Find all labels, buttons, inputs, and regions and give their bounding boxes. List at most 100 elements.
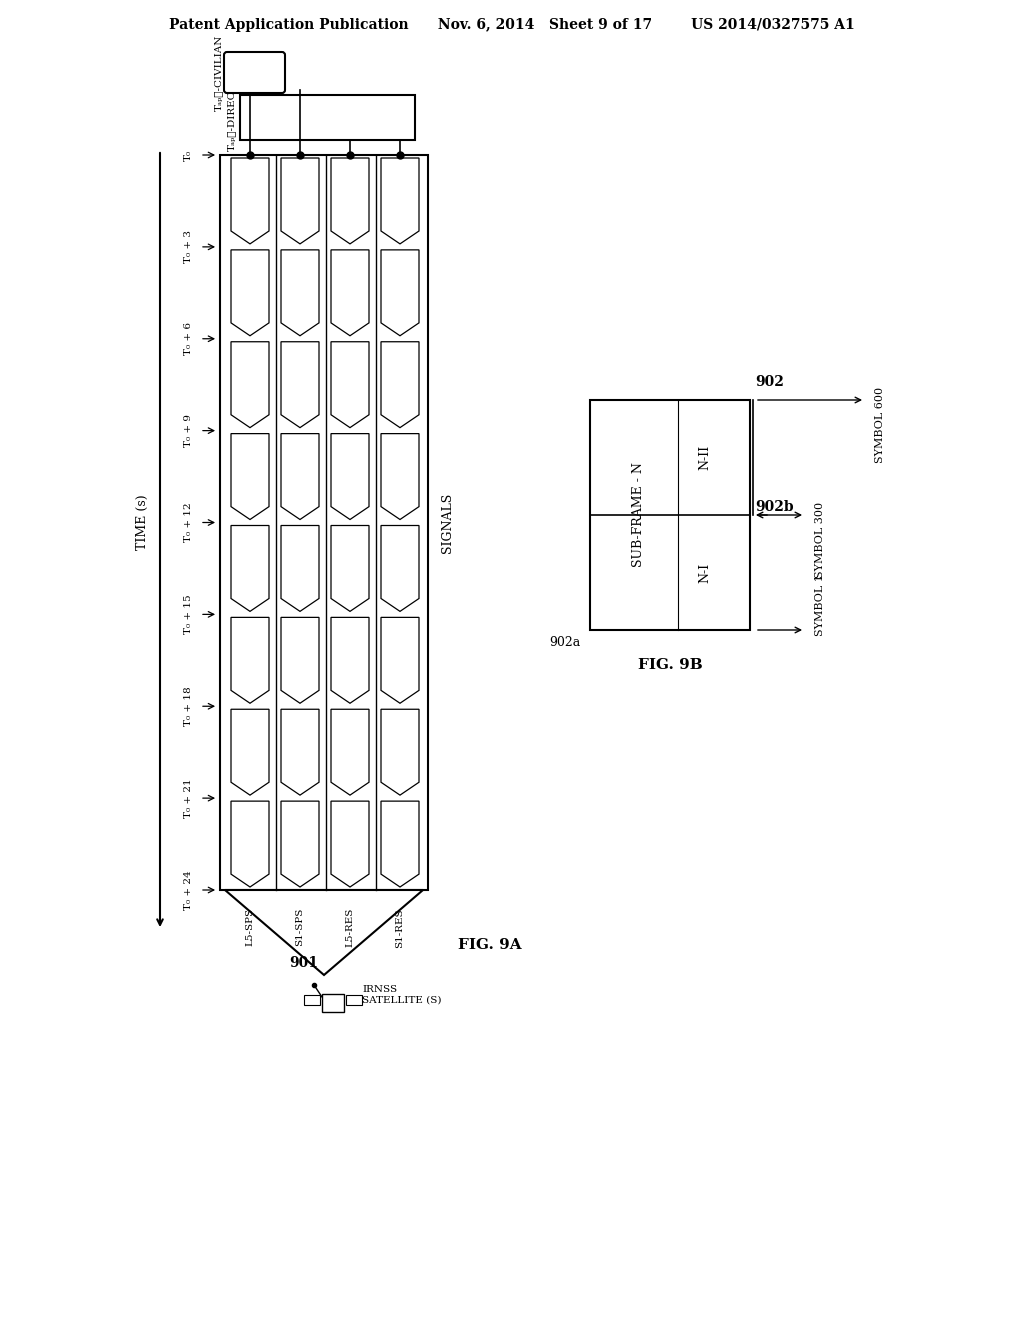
Text: L5-SPS: L5-SPS bbox=[246, 908, 255, 946]
Text: SF 2-I: SF 2-I bbox=[346, 647, 354, 673]
Text: T₀ + 12: T₀ + 12 bbox=[184, 503, 193, 543]
Text: SF 1-I: SF 1-I bbox=[396, 280, 404, 306]
Polygon shape bbox=[381, 434, 419, 520]
Polygon shape bbox=[281, 801, 319, 887]
Text: T₀ + 6: T₀ + 6 bbox=[184, 322, 193, 355]
Polygon shape bbox=[281, 158, 319, 244]
Text: S1-SPS: S1-SPS bbox=[296, 908, 304, 946]
Text: SF 2-II: SF 2-II bbox=[346, 186, 354, 215]
Polygon shape bbox=[381, 801, 419, 887]
Polygon shape bbox=[331, 709, 369, 795]
Text: SYMBOL 1: SYMBOL 1 bbox=[815, 574, 825, 636]
Polygon shape bbox=[381, 618, 419, 704]
Text: SF 1-II: SF 1-II bbox=[296, 829, 304, 859]
Text: 902: 902 bbox=[755, 375, 784, 389]
Text: SF 2-I: SF 2-I bbox=[246, 372, 254, 397]
Text: FIG. 9A: FIG. 9A bbox=[458, 939, 522, 952]
Text: SF 1-II: SF 1-II bbox=[346, 370, 354, 400]
Polygon shape bbox=[225, 890, 423, 975]
Text: SF 1-I: SF 1-I bbox=[246, 187, 254, 214]
Polygon shape bbox=[381, 342, 419, 428]
Text: SF 2-I: SF 2-I bbox=[246, 739, 254, 766]
Text: L5-RES: L5-RES bbox=[345, 908, 354, 948]
Polygon shape bbox=[231, 801, 269, 887]
Polygon shape bbox=[231, 618, 269, 704]
Text: SF 1-II: SF 1-II bbox=[396, 186, 404, 215]
Text: T₀: T₀ bbox=[184, 149, 193, 161]
Text: IRNSS
SATELLITE (S): IRNSS SATELLITE (S) bbox=[362, 985, 441, 1005]
Bar bbox=[322, 994, 344, 1012]
Bar bbox=[590, 400, 750, 630]
Polygon shape bbox=[331, 801, 369, 887]
Polygon shape bbox=[231, 525, 269, 611]
FancyBboxPatch shape bbox=[224, 51, 285, 92]
Polygon shape bbox=[331, 618, 369, 704]
Text: SF 2-II: SF 2-II bbox=[296, 279, 304, 308]
Polygon shape bbox=[381, 249, 419, 335]
Text: Patent Application Publication      Nov. 6, 2014   Sheet 9 of 17        US 2014/: Patent Application Publication Nov. 6, 2… bbox=[169, 18, 855, 32]
Polygon shape bbox=[231, 434, 269, 520]
Text: SF 1-I: SF 1-I bbox=[346, 463, 354, 490]
Text: 6s: 6s bbox=[246, 66, 263, 79]
Polygon shape bbox=[281, 342, 319, 428]
Polygon shape bbox=[281, 709, 319, 795]
Text: N-I: N-I bbox=[698, 562, 712, 582]
Bar bbox=[220, 154, 428, 890]
Text: T₀ + 18: T₀ + 18 bbox=[184, 686, 193, 726]
Text: T₀ + 24: T₀ + 24 bbox=[184, 870, 193, 909]
Text: SF 1-I: SF 1-I bbox=[246, 556, 254, 581]
Text: T₀ + 3: T₀ + 3 bbox=[184, 231, 193, 264]
Text: SF 1-II: SF 1-II bbox=[296, 462, 304, 491]
Polygon shape bbox=[381, 158, 419, 244]
Text: T₀ + 15: T₀ + 15 bbox=[184, 594, 193, 634]
Text: Tₐₚℌ-DIRECT: Tₐₚℌ-DIRECT bbox=[227, 83, 236, 152]
Text: T₀ + 9: T₀ + 9 bbox=[184, 414, 193, 447]
Polygon shape bbox=[331, 249, 369, 335]
Text: SF 1-II: SF 1-II bbox=[346, 738, 354, 767]
Text: SF 1-II: SF 1-II bbox=[246, 645, 254, 675]
Polygon shape bbox=[331, 342, 369, 428]
Text: T₀ + 21: T₀ + 21 bbox=[184, 779, 193, 818]
Text: SF 2-II: SF 2-II bbox=[246, 462, 254, 491]
Text: SF 1-I: SF 1-I bbox=[296, 372, 304, 397]
Text: SYMBOL 600: SYMBOL 600 bbox=[874, 387, 885, 463]
Text: SF 1-I: SF 1-I bbox=[396, 647, 404, 673]
Polygon shape bbox=[281, 618, 319, 704]
Text: SF 2-II: SF 2-II bbox=[346, 554, 354, 583]
Bar bbox=[346, 995, 362, 1005]
Polygon shape bbox=[381, 525, 419, 611]
Text: SF 2-II: SF 2-II bbox=[296, 645, 304, 675]
Polygon shape bbox=[231, 709, 269, 795]
Polygon shape bbox=[231, 158, 269, 244]
Bar bbox=[240, 95, 415, 140]
Text: SF 2-I: SF 2-I bbox=[296, 187, 304, 214]
Text: SF 2-I: SF 2-I bbox=[396, 832, 404, 857]
Text: SF 1-I: SF 1-I bbox=[346, 832, 354, 857]
Text: 902a: 902a bbox=[549, 635, 580, 648]
Text: 3s: 3s bbox=[317, 108, 338, 127]
Text: SF 2-I: SF 2-I bbox=[396, 463, 404, 490]
Text: SF 2-I: SF 2-I bbox=[346, 280, 354, 306]
Text: S1-RES: S1-RES bbox=[395, 908, 404, 948]
Text: N-II: N-II bbox=[698, 445, 712, 470]
Text: SYMBOL 300: SYMBOL 300 bbox=[815, 502, 825, 578]
Text: TIME (s): TIME (s) bbox=[135, 495, 148, 550]
Polygon shape bbox=[281, 434, 319, 520]
Polygon shape bbox=[331, 158, 369, 244]
Text: SUB-FRAME - N: SUB-FRAME - N bbox=[632, 462, 644, 568]
Text: SF 1-II: SF 1-II bbox=[246, 279, 254, 308]
Polygon shape bbox=[231, 249, 269, 335]
Text: SF 1-I: SF 1-I bbox=[296, 739, 304, 766]
Text: SIGNALS: SIGNALS bbox=[441, 492, 455, 553]
Polygon shape bbox=[231, 342, 269, 428]
Text: 901: 901 bbox=[290, 956, 318, 970]
Text: 902b: 902b bbox=[755, 500, 794, 513]
Polygon shape bbox=[331, 525, 369, 611]
Polygon shape bbox=[381, 709, 419, 795]
Text: SF 2-II: SF 2-II bbox=[246, 829, 254, 859]
Text: Tₐₚℌ-CIVILIAN: Tₐₚℌ-CIVILIAN bbox=[214, 34, 223, 111]
Text: FIG. 9B: FIG. 9B bbox=[638, 657, 702, 672]
Text: SF 2-II: SF 2-II bbox=[396, 370, 404, 400]
Polygon shape bbox=[281, 249, 319, 335]
Bar bbox=[304, 995, 319, 1005]
